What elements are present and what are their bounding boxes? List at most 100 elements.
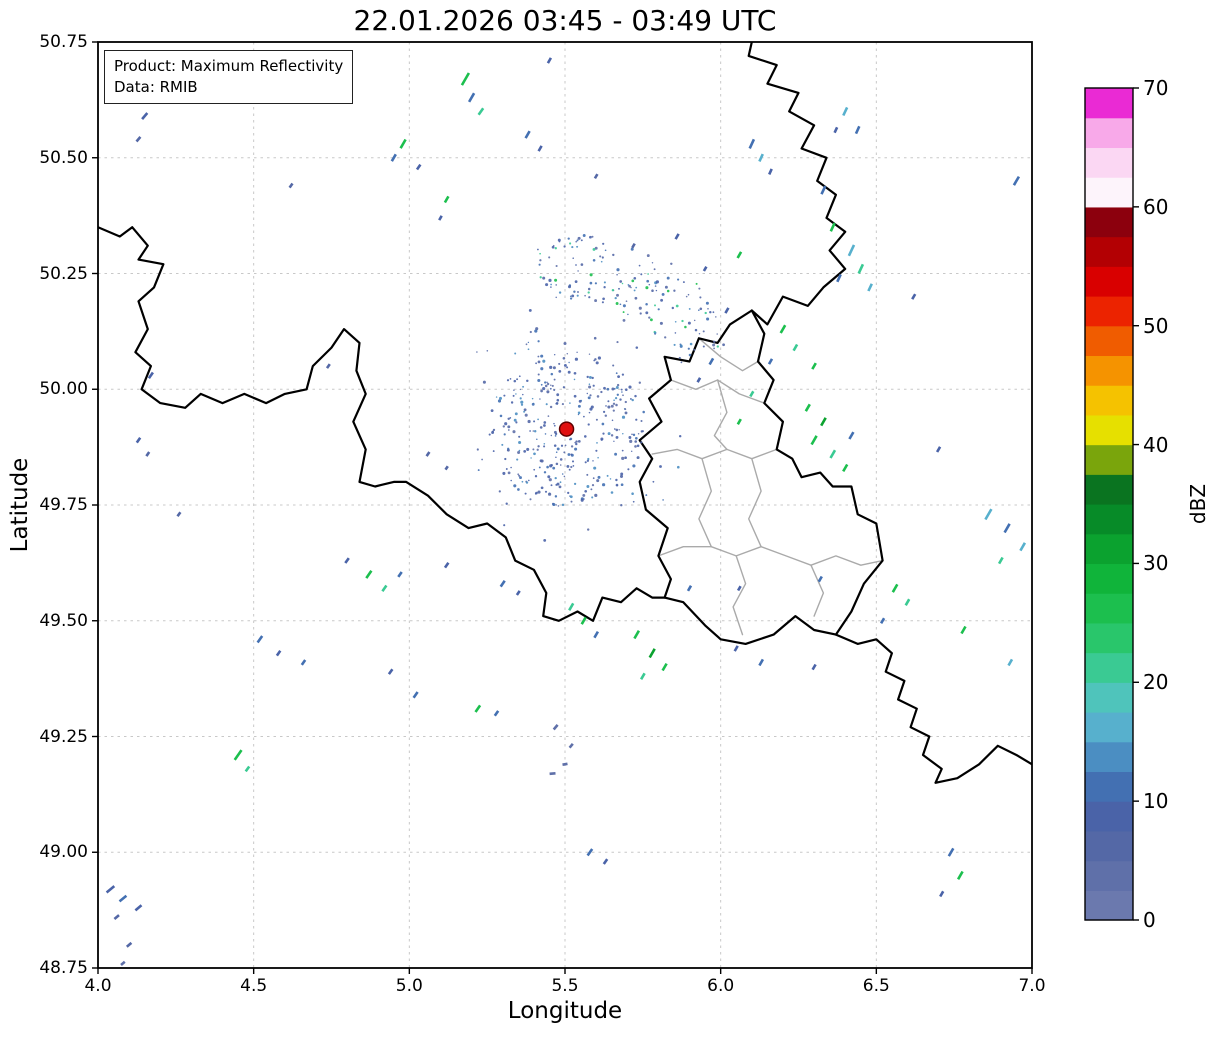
radar-echo	[141, 112, 149, 120]
radar-echoes	[105, 57, 1027, 966]
radar-echo	[804, 403, 811, 412]
radar-echo	[288, 182, 294, 189]
radar-echo	[145, 451, 151, 457]
radar-echo	[515, 590, 521, 596]
radar-echo	[842, 463, 849, 473]
radar-echo	[811, 362, 817, 370]
radar-echo	[749, 390, 755, 398]
radar-echo	[960, 625, 967, 635]
radar-echo	[365, 570, 373, 579]
radar-echo	[779, 324, 787, 334]
x-tick-label: 6.0	[707, 976, 735, 996]
radar-echo	[118, 894, 128, 903]
x-tick-label: 6.5	[862, 976, 890, 996]
radar-echo	[854, 125, 861, 135]
radar-echo	[736, 585, 742, 592]
radar-echo	[696, 377, 702, 383]
colorbar-tick-label: 60	[1143, 194, 1169, 219]
radar-echo	[947, 847, 955, 857]
radar-echo	[399, 138, 407, 149]
radar-echo	[767, 358, 774, 365]
y-tick-label: 50.50	[39, 147, 88, 168]
radar-echo	[792, 343, 799, 352]
colorbar-tick-label: 20	[1143, 670, 1169, 695]
radar-echo	[477, 107, 485, 116]
radar-echo	[593, 173, 599, 180]
radar-echo	[842, 106, 849, 117]
radar-site-dot	[558, 421, 575, 437]
radar-echo	[1019, 542, 1027, 552]
radar-echo	[891, 583, 899, 593]
y-tick-label: 50.75	[39, 32, 88, 52]
radar-echo	[524, 130, 531, 139]
radar-echo	[997, 556, 1004, 565]
radar-echo	[474, 704, 482, 713]
radar-echo	[602, 858, 609, 865]
radar-echo	[829, 449, 837, 459]
radar-echo	[113, 914, 120, 920]
radar-echo	[344, 557, 350, 564]
plot-title: 22.01.2026 03:45 - 03:49 UTC	[353, 4, 777, 37]
radar-echo	[586, 848, 594, 857]
radar-echo	[820, 417, 827, 427]
y-tick-label: 50.00	[39, 379, 88, 400]
country-borders	[98, 42, 1032, 784]
axis-tick-marks	[92, 41, 1033, 974]
radar-echo	[836, 273, 842, 283]
radar-echo	[233, 749, 243, 761]
radar-echo	[984, 508, 993, 521]
radar-echo	[387, 668, 394, 675]
radar-echo	[1012, 175, 1021, 186]
radar-echo	[833, 126, 839, 134]
radar-echo	[300, 659, 307, 666]
radar-echo	[708, 357, 715, 366]
radar-echo	[867, 283, 873, 292]
radar-echo	[275, 649, 282, 657]
radar-echo	[135, 436, 142, 444]
colorbar-tick-label: 70	[1143, 76, 1169, 100]
y-tick-label: 49.75	[39, 495, 88, 515]
radar-echo	[848, 431, 855, 440]
radar-echo	[580, 616, 587, 625]
radar-echo	[443, 561, 450, 569]
radar-echo	[648, 648, 656, 659]
annotation-data: Data: RMIB	[114, 78, 198, 96]
radar-echo	[758, 658, 765, 667]
radar-echo	[549, 772, 556, 776]
radar-echo	[444, 465, 449, 471]
y-tick-label: 49.25	[39, 726, 88, 747]
admin-borders	[651, 337, 884, 636]
radar-echo	[674, 233, 680, 240]
radar-echo	[733, 645, 739, 652]
radar-echo	[438, 215, 443, 221]
radar-echo	[443, 195, 450, 204]
radar-echo	[537, 145, 543, 152]
radar-echo	[460, 72, 471, 86]
annotation-product: Product: Maximum Reflectivity	[114, 57, 344, 75]
x-tick-label: 7.0	[1018, 976, 1046, 996]
radar-echo	[686, 585, 693, 592]
radar-echo	[956, 870, 964, 880]
radar-echo	[397, 571, 403, 578]
radar-echo	[244, 765, 251, 773]
radar-echo	[120, 960, 126, 966]
radar-echo	[135, 136, 142, 143]
radar-echo	[639, 672, 646, 680]
colorbar-tick-label: 0	[1143, 908, 1156, 932]
radar-echo	[736, 251, 743, 259]
radar-echo	[820, 185, 827, 195]
colorbar-gradient	[1084, 87, 1139, 921]
radar-echo	[857, 263, 865, 274]
colorbar-tick-label: 30	[1143, 551, 1169, 576]
radar-echo	[499, 580, 506, 588]
radar-echo	[748, 138, 756, 149]
y-tick-label: 49.00	[39, 842, 88, 863]
radar-echo	[412, 691, 419, 699]
x-tick-label: 4.5	[240, 976, 268, 996]
radar-echo	[1007, 658, 1014, 667]
radar-echo	[633, 630, 641, 640]
radar-echo	[1003, 523, 1011, 534]
x-tick-label: 4.0	[84, 976, 112, 996]
